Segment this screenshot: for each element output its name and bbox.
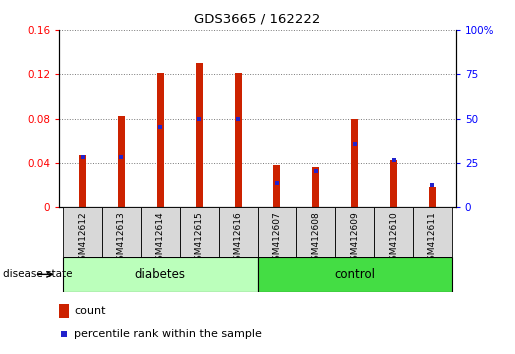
Bar [312, 167, 319, 207]
Bar [79, 155, 86, 207]
Bar [258, 257, 452, 292]
Bar [102, 207, 141, 257]
Text: GDS3665 / 162222: GDS3665 / 162222 [194, 12, 321, 25]
Bar [59, 304, 69, 318]
Text: GSM412614: GSM412614 [156, 211, 165, 266]
Text: GSM412611: GSM412611 [428, 211, 437, 266]
Bar [296, 207, 335, 257]
Bar [63, 207, 102, 257]
Bar [258, 207, 296, 257]
Text: diabetes: diabetes [135, 268, 186, 281]
Bar [118, 116, 125, 207]
Bar [390, 160, 397, 207]
Bar [413, 207, 452, 257]
Text: GSM412616: GSM412616 [234, 211, 243, 266]
Text: disease state: disease state [3, 269, 72, 279]
Bar [273, 165, 281, 207]
Bar [180, 207, 219, 257]
Bar [351, 119, 358, 207]
Text: GSM412615: GSM412615 [195, 211, 204, 266]
Text: GSM412609: GSM412609 [350, 211, 359, 266]
Bar [141, 207, 180, 257]
Text: control: control [334, 268, 375, 281]
Text: GSM412612: GSM412612 [78, 211, 87, 266]
Bar [196, 63, 203, 207]
Text: count: count [75, 306, 106, 316]
Bar [234, 73, 242, 207]
Bar [429, 187, 436, 207]
Text: GSM412613: GSM412613 [117, 211, 126, 266]
Text: GSM412610: GSM412610 [389, 211, 398, 266]
Text: GSM412608: GSM412608 [311, 211, 320, 266]
Bar [63, 257, 258, 292]
Bar [374, 207, 413, 257]
Text: percentile rank within the sample: percentile rank within the sample [75, 329, 262, 339]
Bar [219, 207, 258, 257]
Bar [157, 73, 164, 207]
Bar [335, 207, 374, 257]
Text: GSM412607: GSM412607 [272, 211, 281, 266]
